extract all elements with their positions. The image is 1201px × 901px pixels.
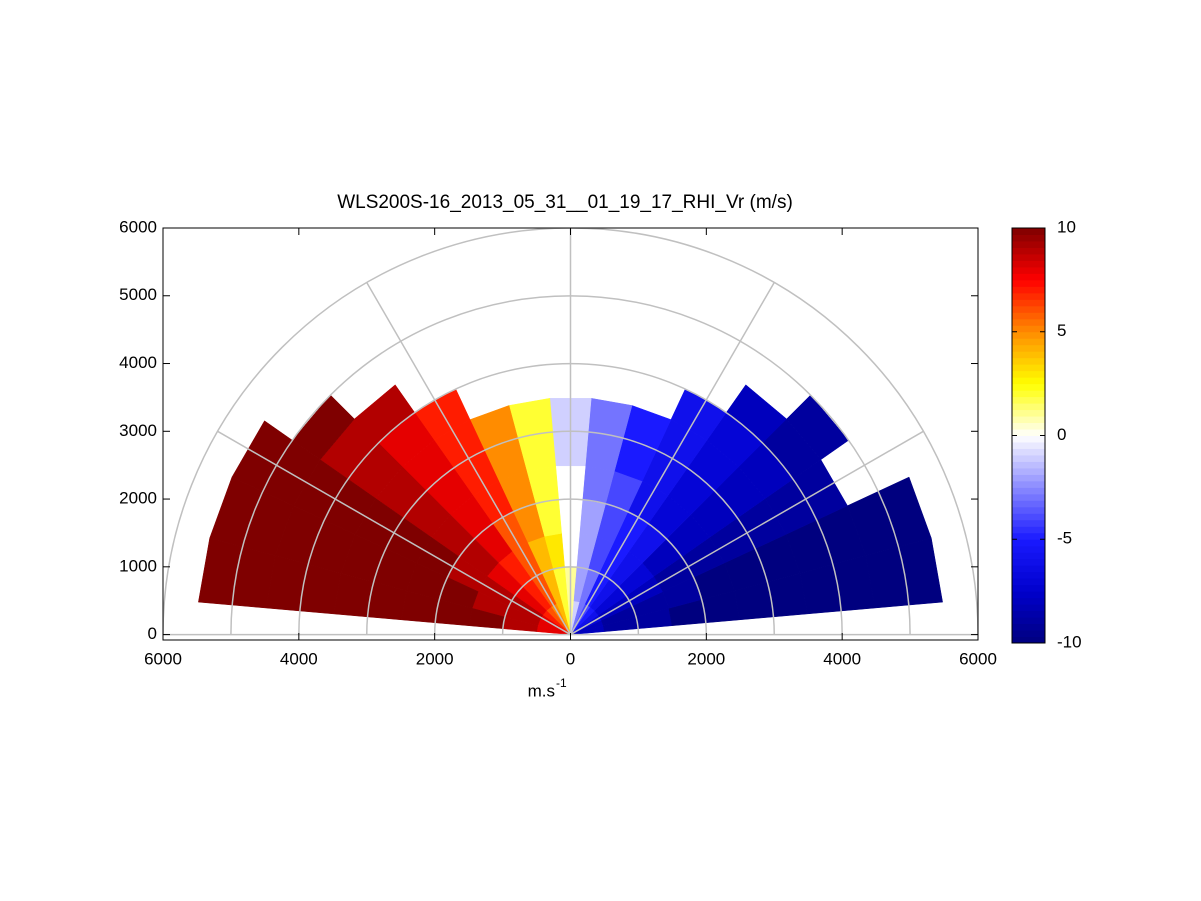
colorbar-swatch	[1012, 461, 1045, 469]
chart-title: WLS200S-16_2013_05_31__01_19_17_RHI_Vr (…	[337, 192, 793, 213]
colorbar-swatch	[1012, 467, 1045, 475]
colorbar-swatch	[1012, 416, 1045, 424]
colorbar-swatch	[1012, 357, 1045, 365]
axes: 6000 4000 2000 0 2000 4000 6000 0 1000 2000 3000 40…	[119, 217, 997, 668]
colorbar-swatch	[1012, 331, 1045, 339]
colorbar-swatch	[1012, 545, 1045, 553]
colorbar-swatch	[1012, 247, 1045, 255]
colorbar-swatch	[1012, 370, 1045, 378]
colorbar-swatch	[1012, 279, 1045, 287]
colorbar-tick-label: -10	[1057, 632, 1082, 651]
x-axis-label: m.s	[528, 681, 555, 700]
colorbar-swatch	[1012, 344, 1045, 352]
colorbar-swatch	[1012, 565, 1045, 573]
velocity-cell	[198, 537, 243, 606]
colorbar-swatch	[1012, 604, 1045, 612]
colorbar-swatch	[1012, 240, 1045, 248]
y-tick-label: 0	[148, 624, 157, 643]
colorbar-swatch	[1012, 448, 1045, 456]
colorbar-swatch	[1012, 228, 1045, 235]
colorbar-swatch	[1012, 513, 1045, 521]
colorbar-swatch	[1012, 299, 1045, 307]
colorbar-swatch	[1012, 454, 1045, 462]
colorbar-swatch	[1012, 571, 1045, 579]
colorbar-swatch	[1012, 474, 1045, 482]
radial-line	[366, 282, 572, 635]
colorbar-swatch	[1012, 312, 1045, 320]
colorbar-swatch	[1012, 578, 1045, 586]
colorbar-swatch	[1012, 435, 1045, 443]
colorbar-swatch	[1012, 338, 1045, 346]
colorbar-swatch	[1012, 292, 1045, 300]
colorbar-swatch	[1012, 591, 1045, 599]
x-tick-label: 4000	[823, 649, 861, 668]
colorbar-swatch	[1012, 617, 1045, 625]
y-tick-label: 4000	[119, 353, 157, 372]
colorbar-swatch	[1012, 396, 1045, 404]
colorbar-swatch	[1012, 480, 1045, 488]
colorbar-swatch	[1012, 403, 1045, 411]
colorbar-swatch	[1012, 409, 1045, 417]
colorbar-swatch	[1012, 519, 1045, 527]
colorbar-swatch	[1012, 441, 1045, 449]
colorbar-swatch	[1012, 597, 1045, 605]
colorbar-swatch	[1012, 526, 1045, 534]
radial-line	[569, 282, 775, 635]
velocity-cell	[877, 476, 932, 548]
x-tick-label: 6000	[144, 649, 182, 668]
colorbar-swatch	[1012, 390, 1045, 398]
x-tick-label: 6000	[959, 649, 997, 668]
colorbar-swatch	[1012, 623, 1045, 631]
colorbar-swatch	[1012, 552, 1045, 560]
colorbar-swatch	[1012, 377, 1045, 385]
x-tick-label: 2000	[687, 649, 725, 668]
colorbar-swatch	[1012, 253, 1045, 261]
radial-line	[217, 430, 571, 636]
colorbar-swatch	[1012, 422, 1045, 430]
radial-line	[570, 430, 924, 636]
colorbar-swatch	[1012, 260, 1045, 268]
x-tick-label: 0	[566, 649, 575, 668]
colorbar-swatch	[1012, 364, 1045, 372]
colorbar-swatch	[1012, 351, 1045, 359]
y-tick-label: 3000	[119, 421, 157, 440]
colorbar: -10 -5 0 5 10	[1011, 217, 1082, 651]
colorbar-tick-label: 0	[1057, 425, 1066, 444]
colorbar-swatch	[1012, 305, 1045, 313]
colorbar-tick-label: 10	[1057, 217, 1076, 236]
colorbar-swatch	[1012, 318, 1045, 326]
colorbar-swatch	[1012, 383, 1045, 391]
colorbar-swatch	[1012, 429, 1045, 436]
y-tick-label: 6000	[119, 217, 157, 236]
colorbar-swatch	[1012, 500, 1045, 508]
colorbar-swatch	[1012, 234, 1045, 242]
colorbar-swatch	[1012, 584, 1045, 592]
colorbar-swatch	[1012, 539, 1045, 547]
colorbar-swatch	[1012, 630, 1045, 638]
colorbar-tick-label: 5	[1057, 321, 1066, 340]
colorbar-swatch	[1012, 610, 1045, 618]
colorbar-swatch	[1012, 273, 1045, 281]
x-tick-label: 4000	[280, 649, 318, 668]
colorbar-tick-label: -5	[1057, 529, 1072, 548]
colorbar-swatch	[1012, 532, 1045, 540]
colorbar-swatch	[1012, 506, 1045, 514]
x-axis-label-superscript: -1	[556, 676, 567, 690]
colorbar-swatch	[1012, 286, 1045, 294]
x-tick-label: 2000	[416, 649, 454, 668]
colorbar-swatch	[1012, 636, 1045, 644]
colorbar-swatch	[1012, 558, 1045, 566]
y-tick-label: 5000	[119, 285, 157, 304]
colorbar-swatch	[1012, 325, 1045, 333]
colorbar-swatch	[1012, 493, 1045, 501]
colorbar-swatch	[1012, 266, 1045, 274]
velocity-cell	[725, 384, 787, 444]
y-tick-label: 1000	[119, 556, 157, 575]
colorbar-swatch	[1012, 487, 1045, 495]
y-tick-label: 2000	[119, 489, 157, 508]
